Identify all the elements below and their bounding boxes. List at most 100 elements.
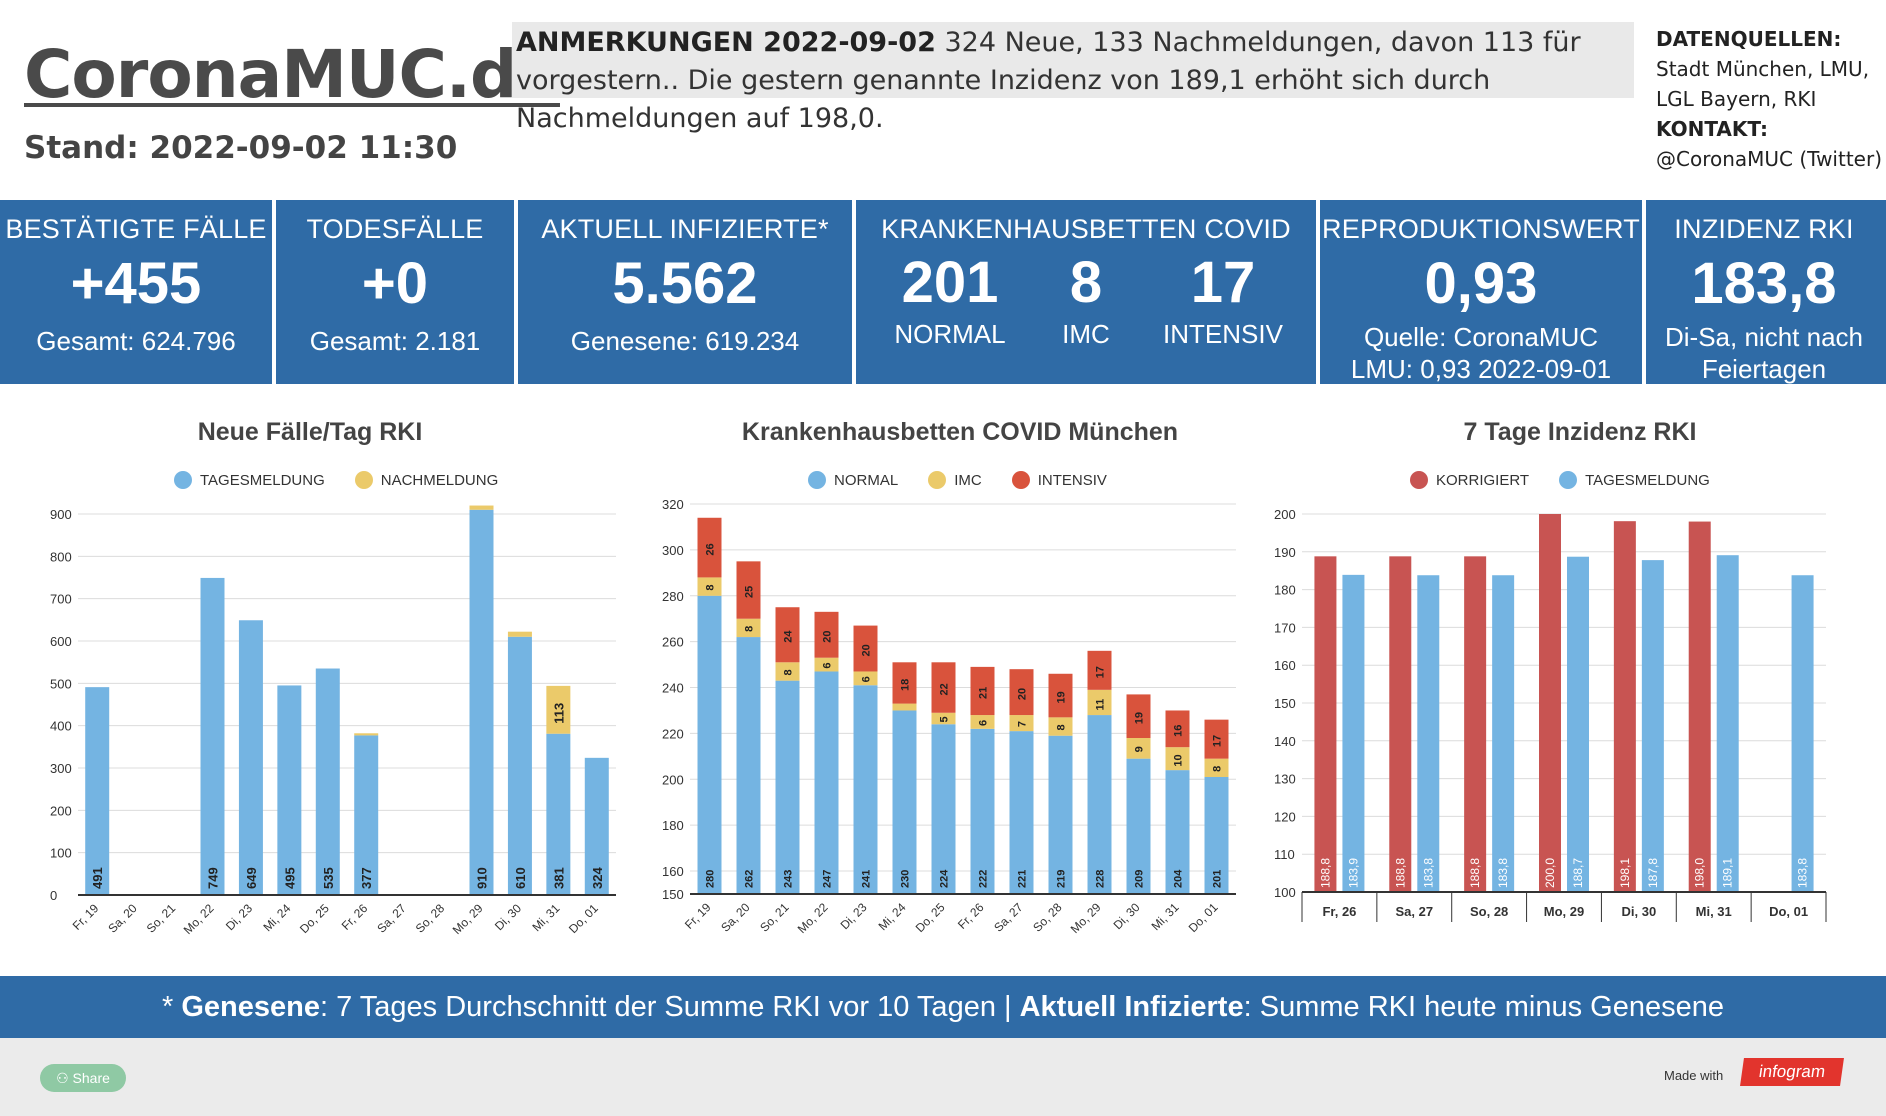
bar: [1314, 556, 1337, 892]
bar: [277, 685, 302, 895]
bar-data-label: 188,8: [1393, 858, 1407, 888]
contact-label: KONTAKT:: [1656, 117, 1768, 141]
kpi-infected: AKTUELL INFIZIERTE* 5.562 Genesene: 619.…: [518, 200, 852, 384]
legend-item[interactable]: TAGESMELDUNG: [200, 471, 325, 489]
bar-data-label: 262: [744, 870, 756, 888]
x-tick-label: Mo, 22: [795, 900, 831, 936]
kpi-incidence-value: 183,8: [1691, 251, 1837, 316]
bar-data-label: 8: [705, 584, 717, 590]
kpi-r: REPRODUKTIONSWERT 0,93 Quelle: CoronaMUC…: [1320, 200, 1642, 384]
y-tick-label: 0: [50, 888, 57, 903]
bar-data-label: 10: [1173, 754, 1185, 766]
legend-item[interactable]: INTENSIV: [1037, 471, 1107, 489]
y-tick-label: 260: [662, 635, 684, 650]
incidence-chart: 100 110 120 130 140 150 160 170 180 190 200 188,8 18…: [1274, 507, 1827, 922]
y-tick-label: 110: [1274, 847, 1295, 862]
chart2-title: Krankenhausbetten COVID München: [741, 418, 1179, 446]
legend-item[interactable]: TAGESMELDUNG: [1585, 471, 1710, 489]
legend-item[interactable]: NORMAL: [834, 471, 899, 489]
y-tick-label: 200: [1274, 507, 1296, 522]
x-tick-label: So, 21: [757, 900, 792, 935]
bar-data-label: 188,7: [1571, 858, 1585, 888]
bar-data-label: 22: [939, 683, 951, 695]
notes-box: ANMERKUNGEN 2022-09-02 324 Neue, 133 Nac…: [512, 22, 1634, 134]
bar-data-label: 910: [475, 867, 490, 889]
y-tick-label: 700: [50, 592, 72, 607]
x-tick-label: Fr, 26: [1322, 904, 1356, 919]
bar: [1204, 777, 1229, 894]
kpi-beds: KRANKENHAUSBETTEN COVID 201 NORMAL 8 IMC…: [856, 200, 1316, 384]
legend-item[interactable]: NACHMELDUNG: [380, 471, 499, 489]
bar: [970, 728, 995, 894]
x-tick-label: Di, 30: [1622, 904, 1657, 919]
bar-data-label: 183,8: [1796, 858, 1810, 888]
bar: [238, 620, 263, 895]
infogram-logo[interactable]: infogram: [1740, 1058, 1844, 1086]
bar-data-label: 8: [1056, 724, 1068, 730]
chart3-title: 7 Tage Inzidenz RKI: [1463, 418, 1697, 446]
kpi-incidence: INZIDENZ RKI 183,8 Di-Sa, nicht nach Fei…: [1646, 200, 1882, 384]
bar-data-label: 228: [1095, 870, 1107, 888]
bar: [1716, 555, 1739, 892]
x-tick-label: Mi, 24: [876, 900, 909, 933]
bar: [469, 509, 494, 895]
y-tick-label: 120: [1274, 809, 1296, 824]
legend-item[interactable]: IMC: [954, 471, 982, 489]
y-tick-label: 800: [50, 549, 72, 564]
bar-data-label: 24: [783, 630, 795, 643]
bar-data-label: 247: [822, 870, 834, 888]
kpi-infected-label: AKTUELL INFIZIERTE*: [541, 214, 829, 244]
bar-data-label: 610: [513, 867, 528, 889]
legend-dot-icon: [1011, 471, 1030, 489]
kpi-incidence-sub2: Feiertagen: [1701, 354, 1827, 384]
bar: [1009, 715, 1034, 732]
kpi-divider: [272, 200, 276, 384]
x-tick-label: Do, 01: [1186, 900, 1221, 935]
contact-value[interactable]: @CoronaMUC (Twitter): [1656, 147, 1883, 171]
kpi-incidence-sub1: Di-Sa, nicht nach: [1665, 322, 1863, 352]
legend-dot-icon: [928, 471, 947, 489]
bar-data-label: 221: [1017, 870, 1029, 888]
bar-data-label: 17: [1212, 735, 1224, 747]
legend-item[interactable]: KORRIGIERT: [1436, 471, 1530, 489]
footer-text: : 7 Tages Durchschnitt der Summe RKI vor…: [320, 991, 1020, 1023]
bar: [1087, 715, 1112, 894]
bar-data-label: 222: [978, 870, 990, 888]
y-tick-label: 130: [1274, 772, 1296, 787]
x-tick-label: Di, 30: [1111, 900, 1143, 932]
bar: [1165, 747, 1190, 771]
notes-text: 324 Neue, 133 Nachmeldungen, davon 113 f…: [516, 27, 1581, 134]
y-tick-label: 160: [1274, 658, 1296, 673]
chart1-title: Neue Fälle/Tag RKI: [197, 418, 423, 446]
bar-data-label: 26: [705, 543, 717, 555]
bar-data-label: 649: [244, 867, 259, 889]
kpi-deaths-sub: Gesamt: 2.181: [309, 326, 481, 356]
x-tick-label: Mi, 31: [529, 901, 562, 934]
x-tick-label: Sa, 27: [374, 901, 409, 936]
bar: [736, 618, 761, 638]
beds-icu-value: 17: [1190, 250, 1256, 315]
bar-data-label: 18: [900, 679, 912, 691]
bar: [1539, 514, 1561, 892]
beds-normal-value: 201: [901, 250, 999, 315]
bar: [853, 685, 878, 894]
bar-data-label: 495: [282, 867, 297, 889]
y-tick-label: 180: [662, 818, 684, 833]
bar-data-label: 188,8: [1468, 858, 1482, 888]
kpi-divider: [514, 200, 518, 384]
bar-data-label: 11: [1095, 699, 1107, 711]
bar: [775, 680, 800, 894]
x-tick-label: Fr, 26: [955, 900, 987, 932]
x-tick-label: So, 28: [413, 901, 448, 936]
site-logo[interactable]: CoronaMUC.de: [24, 36, 561, 113]
bar: [1087, 650, 1112, 690]
kpi-cases-value: +455: [70, 251, 202, 316]
share-button[interactable]: ⚇ Share: [40, 1064, 126, 1092]
x-tick-label: Di, 30: [492, 901, 524, 933]
bar: [1417, 575, 1440, 892]
x-tick-label: So, 28: [1470, 904, 1508, 919]
bar-data-label: 187,8: [1646, 858, 1660, 888]
bar: [736, 561, 761, 619]
footer-note: * Genesene: 7 Tages Durchschnitt der Sum…: [0, 976, 1886, 1038]
bar-data-label: 189,1: [1721, 858, 1735, 888]
